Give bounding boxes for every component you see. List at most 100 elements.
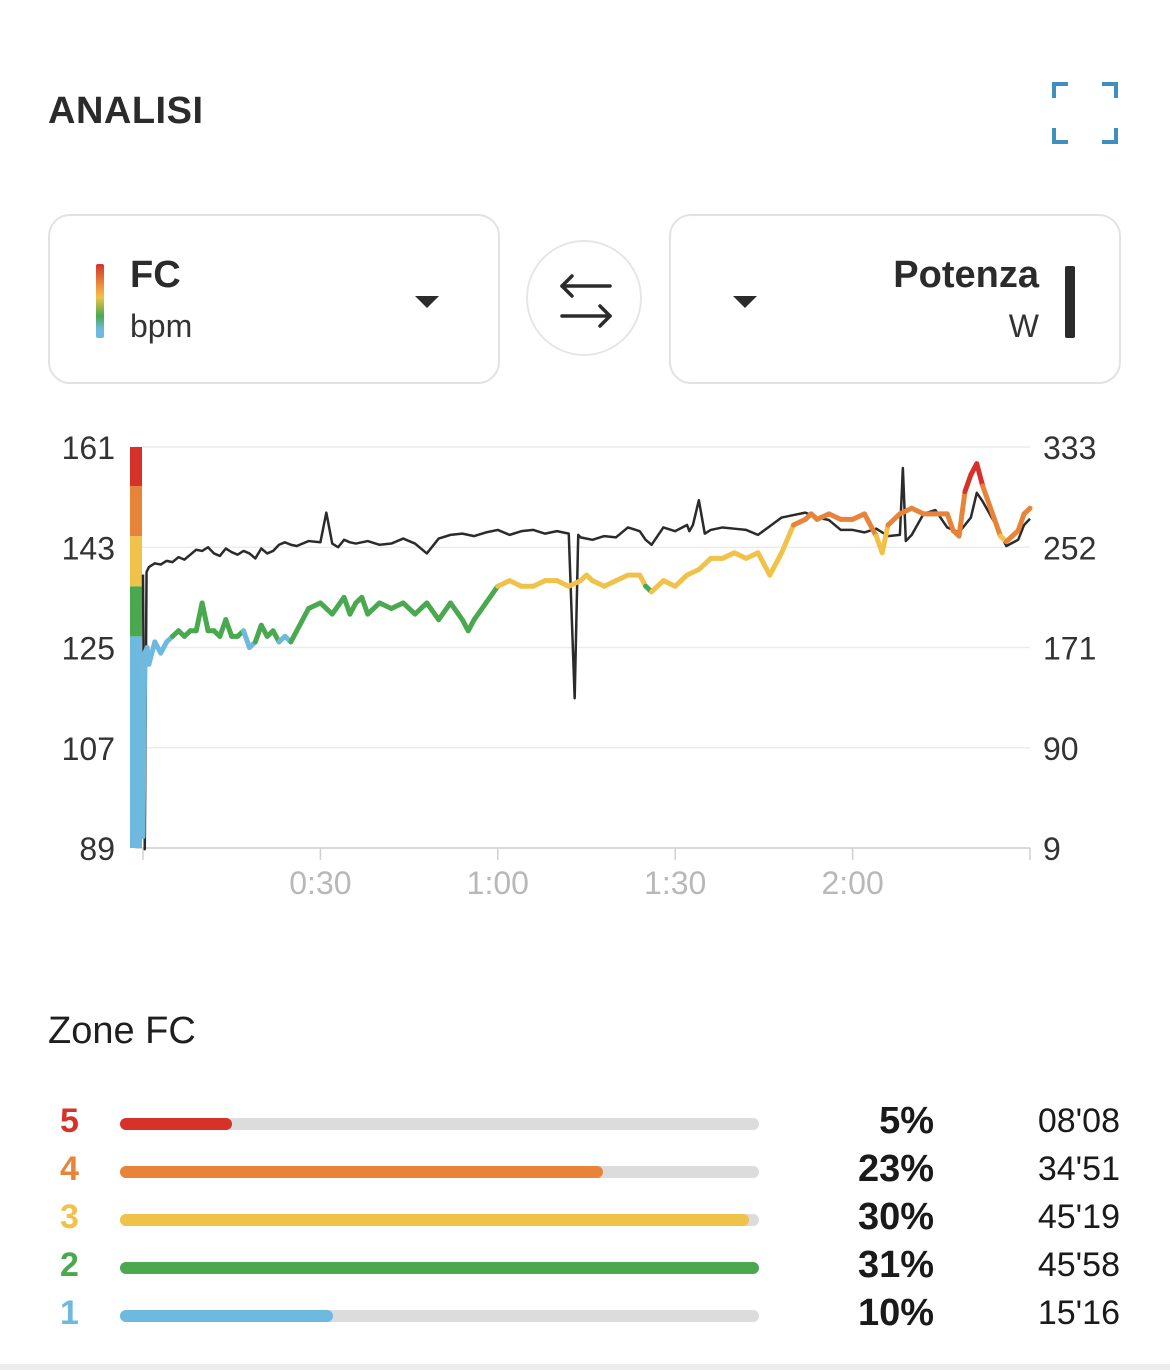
hr-series-segment (944, 511, 956, 534)
zone-percent: 30% (857, 1196, 934, 1238)
hr-series-segment (365, 600, 383, 617)
hr-series-segment (1003, 528, 1021, 545)
zone-time: 15'16 (1037, 1294, 1120, 1332)
right-metric-unit: W (1008, 308, 1039, 344)
x-axis-tick-label: 1:30 (644, 865, 706, 901)
zone-row: 1 10% 15'16 (0, 1292, 1170, 1340)
hr-series-segment (483, 583, 501, 606)
hr-series-segment (199, 600, 211, 634)
zone-progress-track (120, 1262, 759, 1274)
zone-progress-fill (120, 1214, 750, 1226)
zone-progress-fill (120, 1310, 333, 1322)
hr-series-segment (223, 617, 235, 639)
hr-series-segment (956, 489, 968, 539)
hr-series-segment (329, 594, 347, 617)
hr-zone-band-1 (130, 636, 142, 848)
right-axis-tick-label: 171 (1043, 631, 1096, 667)
hr-zone-color-strip (96, 264, 104, 338)
left-axis-tick-label: 125 (62, 631, 115, 667)
zone-progress-track (120, 1166, 759, 1178)
hr-series-segment (359, 594, 371, 617)
hr-series-segment (436, 600, 453, 623)
chevron-down-icon[interactable] (733, 296, 757, 308)
hr-series-segment (140, 650, 148, 840)
chevron-down-icon[interactable] (415, 296, 439, 308)
left-axis-tick-label: 89 (79, 831, 115, 867)
hr-series-segment (424, 600, 442, 623)
hr-series-segment (885, 511, 903, 528)
hr-zone-band-3 (130, 536, 142, 587)
left-axis-tick-label: 107 (62, 731, 115, 767)
hr-zone-band-5 (130, 447, 142, 486)
hr-series-segment (861, 511, 879, 539)
hr-zone-band-4 (130, 485, 142, 537)
hr-series-segment (447, 600, 465, 623)
zone-row: 2 31% 45'58 (0, 1244, 1170, 1292)
hr-series-segment (779, 522, 796, 556)
hr-series-segment (696, 555, 714, 573)
zone-progress-track (120, 1310, 759, 1322)
divider (0, 1364, 1170, 1370)
zone-percent: 31% (857, 1244, 934, 1286)
hr-series-segment (1021, 505, 1033, 517)
right-metric-selector[interactable]: Potenza W (669, 214, 1121, 384)
zone-progress-fill (120, 1262, 759, 1274)
hr-series-segment (767, 550, 785, 578)
power-series-line (141, 466, 1031, 851)
zone-percent: 5% (879, 1100, 934, 1142)
zone-number: 1 (60, 1294, 79, 1332)
power-series-swatch (1065, 266, 1075, 338)
left-metric-unit: bpm (130, 308, 193, 344)
zone-number: 4 (60, 1150, 79, 1188)
hr-series-segment (400, 600, 418, 617)
right-axis-tick-label: 252 (1043, 530, 1096, 566)
zone-time: 45'58 (1037, 1246, 1120, 1284)
zone-row: 5 5% 08'08 (0, 1100, 1170, 1148)
zone-time: 45'19 (1037, 1198, 1120, 1236)
hr-series-segment (974, 461, 986, 489)
hr-series-segment (672, 572, 690, 589)
hr-series-segment (294, 606, 312, 634)
page-title: ANALISI (48, 90, 204, 132)
x-axis-tick-label: 2:00 (821, 865, 883, 901)
zone-progress-track (120, 1118, 759, 1130)
zone-percent: 10% (857, 1292, 934, 1334)
zone-progress-track (120, 1214, 759, 1226)
hr-series-segment (317, 600, 335, 617)
x-axis-tick-label: 0:30 (289, 865, 351, 901)
zone-number: 2 (60, 1246, 79, 1284)
expand-icon[interactable] (1052, 82, 1118, 144)
x-axis-tick-label: 1:00 (467, 865, 529, 901)
zone-row: 4 23% 34'51 (0, 1148, 1170, 1196)
hr-series-segment (879, 522, 891, 556)
zone-percent: 23% (857, 1148, 934, 1190)
left-metric-selector[interactable]: FC bpm (48, 214, 500, 384)
hr-series-segment (1015, 511, 1027, 534)
zone-number: 5 (60, 1102, 79, 1140)
left-axis-tick-label: 143 (62, 530, 115, 566)
zone-time: 08'08 (1037, 1102, 1120, 1140)
right-axis-tick-label: 333 (1043, 430, 1096, 466)
zone-progress-fill (120, 1166, 604, 1178)
zone-number: 3 (60, 1198, 79, 1236)
zone-row: 3 30% 45'19 (0, 1196, 1170, 1244)
hr-series-segment (980, 483, 998, 522)
hr-series-segment (992, 516, 1003, 539)
hr-series-segment (412, 600, 430, 617)
right-axis-tick-label: 90 (1043, 731, 1079, 767)
hr-series-segment (649, 578, 666, 595)
left-axis-tick-label: 161 (62, 430, 115, 466)
right-axis-tick-label: 9 (1043, 831, 1061, 867)
hr-series-segment (241, 628, 252, 650)
hr-series-segment (146, 639, 158, 667)
swap-arrows-icon[interactable] (526, 240, 642, 356)
right-metric-name: Potenza (893, 254, 1039, 296)
left-metric-name: FC (130, 254, 181, 296)
hr-zone-band-2 (130, 586, 142, 637)
hr-series-segment (471, 600, 489, 623)
analysis-chart[interactable]: 161 333 143 252 125 171 107 90 89 9 0:30 1:00 1:30 2:… (0, 420, 1170, 920)
zones-title: Zone FC (48, 1010, 196, 1052)
zone-progress-fill (120, 1118, 233, 1130)
hr-series-segment (962, 472, 974, 495)
zone-time: 34'51 (1037, 1150, 1120, 1188)
